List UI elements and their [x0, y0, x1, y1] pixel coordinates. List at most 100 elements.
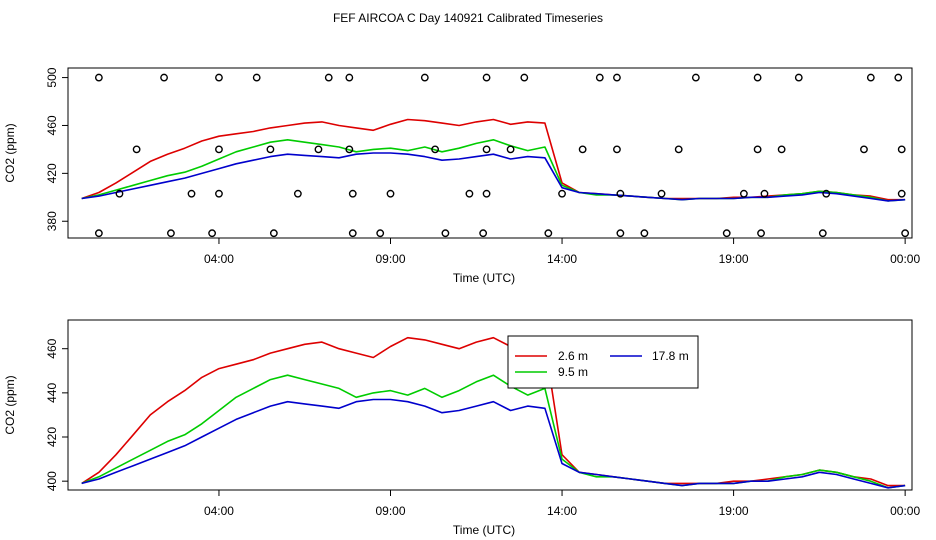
top-panel: 380 420 460 500 04:00 09:00 14:00 19:00 00:00 T… — [3, 67, 920, 285]
calibration-point — [187, 189, 196, 198]
calibration-point — [558, 189, 566, 198]
calibration-point — [739, 189, 748, 198]
calibration-point — [465, 189, 474, 198]
calibration-point — [293, 189, 302, 198]
bottom-x-tick-label: 19:00 — [719, 504, 749, 518]
calibration-point — [595, 73, 604, 82]
calibration-point — [269, 229, 278, 238]
calibration-point — [506, 145, 515, 154]
calibration-point — [777, 145, 786, 154]
top-y-tick-label: 500 — [45, 67, 59, 87]
calibration-point — [616, 189, 625, 198]
calibration-point — [640, 229, 649, 238]
calibration-point — [616, 229, 625, 238]
legend-label-17-8m: 17.8 m — [652, 349, 689, 363]
calibration-point — [794, 73, 803, 82]
calibration-point — [376, 229, 385, 238]
calibration-point — [818, 229, 827, 238]
top-x-tick-label: 14:00 — [547, 252, 577, 266]
calibration-point — [252, 73, 261, 82]
top-plot-frame — [67, 67, 913, 239]
bottom-y-axis-label: CO2 (ppm) — [3, 375, 17, 434]
top-y-axis-label: CO2 (ppm) — [3, 123, 17, 182]
bottom-x-tick-label: 00:00 — [890, 504, 920, 518]
calibration-point — [722, 229, 731, 238]
calibration-point — [753, 73, 762, 82]
calibration-point — [167, 229, 175, 238]
calibration-point — [132, 145, 141, 154]
calibration-point — [215, 73, 223, 82]
top-y-tick-label: 420 — [45, 163, 59, 183]
bottom-series-2-6-m — [81, 336, 906, 487]
calibration-point — [94, 229, 103, 238]
legend: 2.6 m 17.8 m 9.5 m — [507, 335, 699, 389]
top-series-group — [81, 118, 906, 202]
legend-box — [507, 335, 699, 389]
calibration-point — [760, 189, 769, 198]
calibration-point — [674, 145, 683, 154]
top-x-tick-label: 19:00 — [719, 252, 749, 266]
bottom-y-tick-label: 420 — [45, 427, 59, 447]
bottom-plot-frame — [67, 319, 913, 491]
bottom-x-tick-label: 14:00 — [547, 504, 577, 518]
bottom-series-17-8-m — [81, 398, 906, 489]
calibration-point — [348, 229, 357, 238]
bottom-y-axis: 400 420 440 460 — [45, 338, 68, 491]
calibration-point — [215, 189, 223, 198]
top-x-tick-label: 04:00 — [204, 252, 234, 266]
calibration-point — [578, 145, 587, 154]
calibration-point — [897, 189, 906, 198]
calibration-point — [386, 189, 395, 198]
calibration-point — [613, 145, 621, 154]
bottom-y-tick-label: 460 — [45, 338, 59, 358]
top-y-tick-label: 380 — [45, 211, 59, 231]
calibration-point — [613, 73, 621, 82]
calibration-point — [314, 145, 323, 154]
calibration-point — [482, 189, 491, 198]
calibration-point — [901, 229, 910, 238]
calibration-point — [115, 189, 124, 198]
bottom-x-axis-label: Time (UTC) — [453, 523, 515, 537]
bottom-panel: 400 420 440 460 04:00 09:00 14:00 19:00 00:00 T… — [3, 319, 920, 537]
calibration-point — [345, 145, 354, 154]
top-x-axis-label: Time (UTC) — [453, 271, 515, 285]
calibration-point — [691, 73, 700, 82]
calibration-point — [757, 229, 765, 238]
bottom-series-9-5-m — [81, 374, 906, 489]
calibration-point — [160, 73, 168, 82]
calibration-point — [544, 229, 553, 238]
top-x-tick-label: 09:00 — [375, 252, 405, 266]
chart-title: FEF AIRCOA C Day 140921 Calibrated Times… — [333, 11, 603, 25]
calibration-point — [324, 73, 333, 82]
top-calibration-points — [94, 73, 910, 238]
calibration-point — [482, 73, 491, 82]
bottom-x-tick-label: 09:00 — [375, 504, 405, 518]
bottom-x-axis: 04:00 09:00 14:00 19:00 00:00 — [204, 490, 920, 518]
calibration-point — [894, 73, 903, 82]
calibration-point — [441, 229, 450, 238]
calibration-point — [657, 189, 666, 198]
calibration-point — [431, 145, 440, 154]
bottom-y-tick-label: 440 — [45, 383, 59, 403]
top-y-axis: 380 420 460 500 — [45, 67, 68, 231]
bottom-y-tick-label: 400 — [45, 471, 59, 491]
calibration-point — [860, 145, 868, 154]
legend-label-2-6m: 2.6 m — [558, 349, 588, 363]
calibration-point — [822, 189, 831, 198]
calibration-point — [420, 73, 429, 82]
calibration-point — [266, 145, 275, 154]
calibration-point — [753, 145, 762, 154]
top-series-2-6-m — [81, 118, 906, 201]
calibration-point — [215, 145, 223, 154]
calibration-point — [348, 189, 357, 198]
top-x-tick-label: 00:00 — [890, 252, 920, 266]
legend-label-9-5m: 9.5 m — [558, 365, 588, 379]
top-series-9-5-m — [81, 139, 906, 202]
bottom-series-group — [81, 336, 906, 489]
calibration-point — [520, 73, 529, 82]
calibration-point — [208, 229, 216, 238]
bottom-x-tick-label: 04:00 — [204, 504, 234, 518]
calibration-point — [897, 145, 906, 154]
top-series-17-8-m — [81, 152, 906, 202]
